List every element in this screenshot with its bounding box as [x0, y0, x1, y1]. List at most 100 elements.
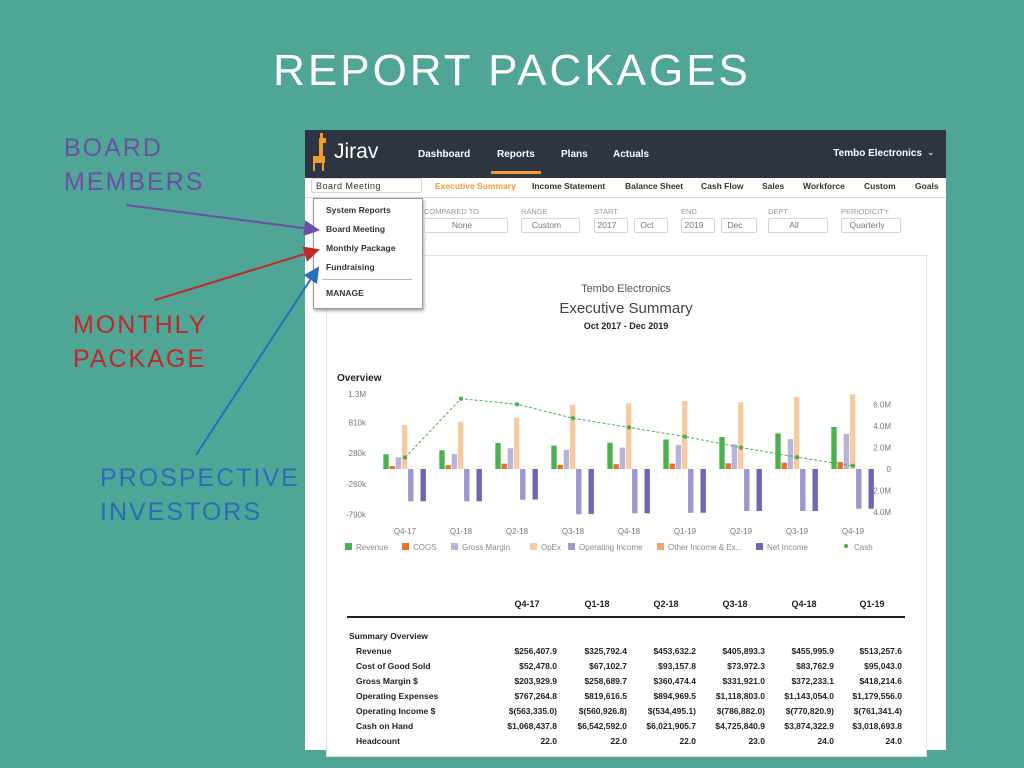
report-tab[interactable]: Custom: [864, 181, 896, 191]
table-cell: $(563,335.0): [508, 706, 557, 716]
table-cell: $453,632.2: [653, 646, 696, 656]
table-cell: $513,257.6: [859, 646, 902, 656]
bar: [619, 447, 626, 470]
line-point: [794, 455, 800, 460]
report-company: Tembo Electronics: [581, 283, 671, 295]
table-cell: $52,478.0: [519, 661, 557, 671]
filter-value: Quarterly: [849, 220, 885, 230]
report-tab[interactable]: Goals: [915, 181, 939, 191]
bar: [520, 469, 526, 500]
filter-select[interactable]: [768, 218, 828, 233]
chevron[interactable]: ⌄: [927, 147, 935, 157]
line-point: [402, 455, 408, 460]
filter-select[interactable]: [594, 218, 628, 233]
legend-swatch: [345, 543, 352, 550]
column-header: Q1-18: [584, 599, 610, 609]
x-tick-label: Q1-18: [450, 527, 473, 536]
y2-tick-label: 2.0M: [873, 444, 891, 453]
bar: [569, 404, 576, 470]
report-tab[interactable]: Workforce: [803, 181, 845, 191]
company-menu[interactable]: Tembo Electronics: [833, 148, 922, 159]
bar: [513, 417, 520, 470]
bar: [644, 469, 650, 514]
bar: [408, 469, 414, 502]
bar: [532, 469, 538, 500]
report-tab[interactable]: Income Statement: [532, 181, 606, 191]
table-cell: $360,474.4: [653, 676, 696, 686]
dropdown-item[interactable]: System Reports: [326, 205, 391, 215]
row-label: Revenue: [356, 646, 392, 656]
bar: [856, 469, 862, 509]
table-cell: $372,233.1: [791, 676, 834, 686]
filter-value: All: [789, 220, 799, 230]
table-cell: $455,995.9: [791, 646, 834, 656]
dropdown-item[interactable]: Board Meeting: [326, 224, 386, 234]
bar: [613, 464, 619, 470]
legend-label: Cash: [854, 543, 873, 552]
y-tick-label: 280k: [349, 449, 367, 458]
row-label: Operating Income $: [356, 706, 436, 716]
table-cell: $67,102.7: [589, 661, 627, 671]
y2-tick-label: 0: [887, 465, 892, 474]
table-cell: $83,762.9: [796, 661, 834, 671]
bar: [719, 437, 725, 470]
filter-select[interactable]: [841, 218, 901, 233]
bar: [607, 442, 613, 470]
dropdown-item[interactable]: MANAGE: [326, 288, 364, 298]
filter-select[interactable]: [424, 218, 508, 233]
report-period: Oct 2017 - Dec 2019: [583, 321, 669, 331]
table-cell: 24.0: [817, 736, 834, 746]
filter-select[interactable]: [521, 218, 580, 233]
table-cell: $(560,926.8): [578, 706, 627, 716]
package-dropdown[interactable]: System Reports Board Meeting Monthly Packa…: [313, 198, 423, 309]
callout: PROSPECTIVE INVESTORS: [100, 464, 300, 526]
nav-item[interactable]: Dashboard: [418, 149, 471, 160]
dropdown-item[interactable]: Fundraising: [326, 262, 375, 272]
line-point: [514, 402, 520, 407]
filter-select[interactable]: [634, 218, 668, 233]
dropdown-item[interactable]: Monthly Package: [326, 243, 396, 253]
report-tab[interactable]: Cash Flow: [701, 181, 744, 191]
package-select[interactable]: [311, 178, 422, 193]
filter-select[interactable]: [721, 218, 757, 233]
arrow: [154, 246, 320, 301]
column-header: Q4-17: [514, 599, 540, 609]
x-tick-label: Q2-19: [730, 527, 753, 536]
filter-label: PERIODICITY: [841, 207, 889, 216]
sub-nav: [305, 178, 946, 198]
report-tab[interactable]: Sales: [762, 181, 785, 191]
bar: [576, 469, 582, 515]
filter-label: DEPT: [768, 207, 789, 216]
bar: [849, 394, 856, 470]
bar: [420, 469, 426, 502]
legend-label: Other Income & Ex...: [668, 543, 742, 552]
nav-item[interactable]: Actuals: [613, 149, 650, 160]
bar: [756, 469, 762, 512]
table-cell: 22.0: [540, 736, 557, 746]
report-tab[interactable]: Balance Sheet: [625, 181, 684, 191]
column-header: Q1-19: [859, 599, 885, 609]
bar: [401, 424, 408, 470]
x-tick-label: Q2-18: [506, 527, 529, 536]
bar: [812, 469, 818, 512]
bar: [557, 464, 563, 470]
nav-item[interactable]: Reports: [497, 149, 535, 160]
row-label: Cost of Good Sold: [356, 661, 431, 671]
x-tick-label: Q4-18: [618, 527, 641, 536]
legend-label: Operating Income: [579, 543, 643, 552]
table-cell: $95,043.0: [864, 661, 902, 671]
filter-value: 2017: [597, 220, 617, 230]
filter-value: None: [451, 220, 473, 230]
y2-tick-label: 6.0M: [873, 401, 891, 410]
nav-item[interactable]: Plans: [561, 149, 588, 160]
bar: [439, 450, 445, 470]
y-tick-label: 810k: [349, 418, 367, 427]
report-tab[interactable]: Executive Summary: [435, 181, 516, 191]
bar: [837, 462, 843, 470]
filter-select[interactable]: [681, 218, 715, 233]
table-cell: 22.0: [610, 736, 627, 746]
legend-label: Revenue: [356, 543, 389, 552]
table-cell: $258,689.7: [584, 676, 627, 686]
line-point: [738, 445, 744, 450]
table-cell: $767,264.8: [514, 691, 557, 701]
